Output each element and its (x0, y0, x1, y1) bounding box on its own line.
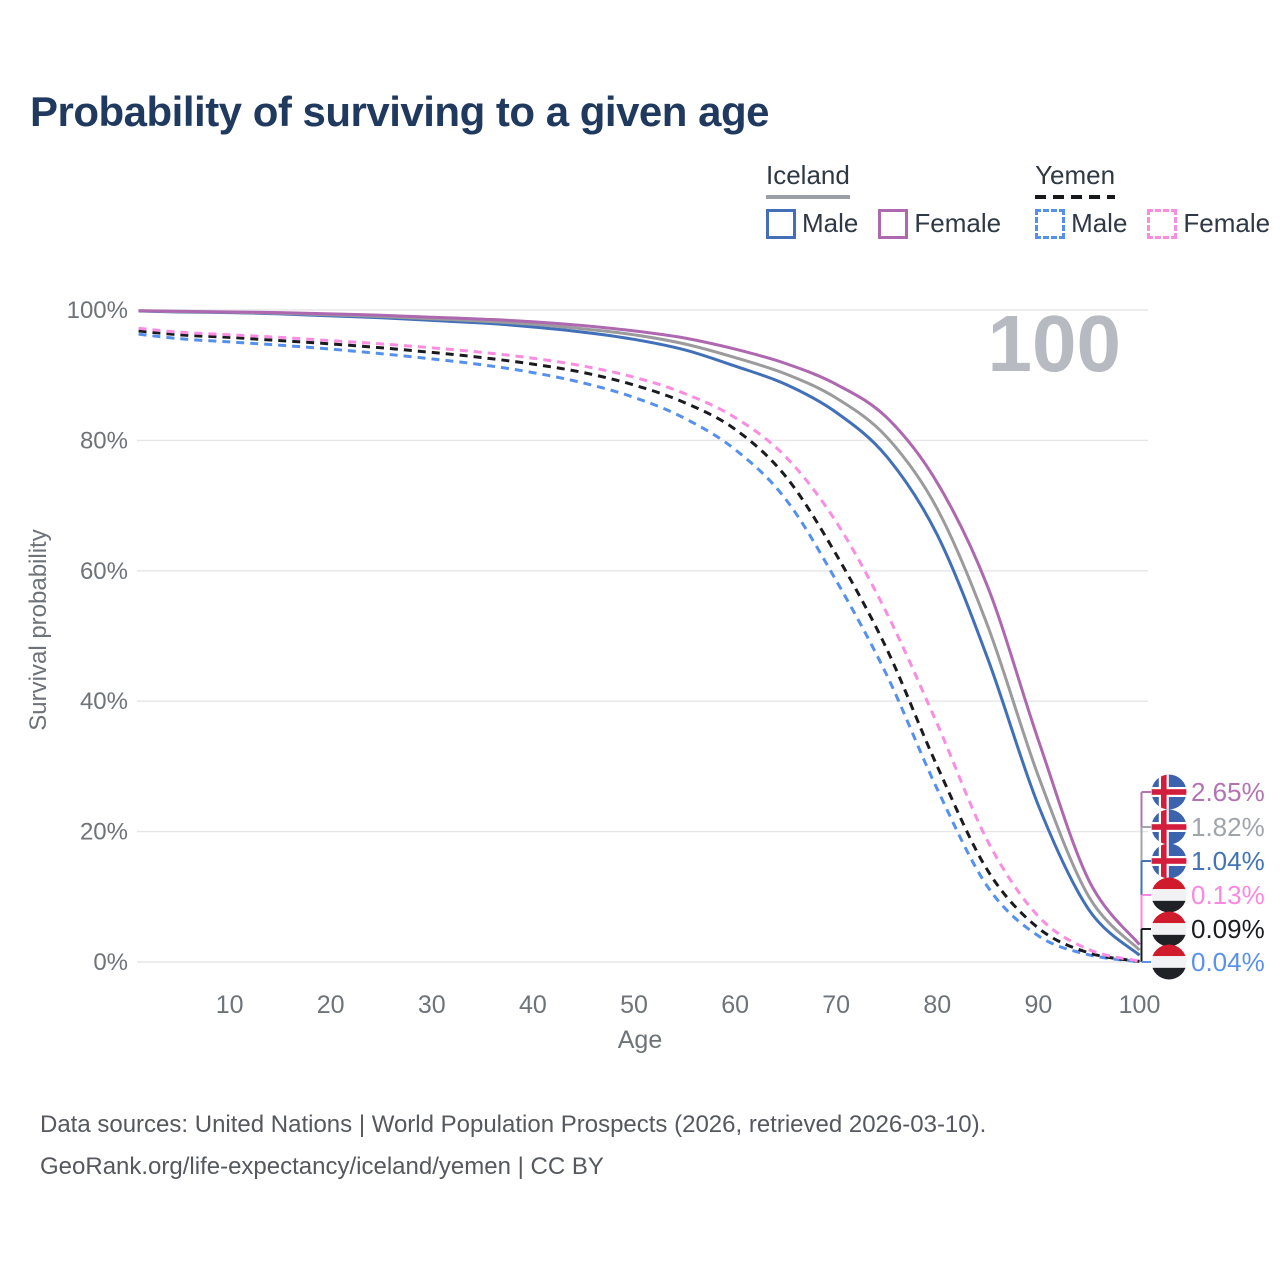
x-tick-label-90: 90 (1024, 991, 1052, 1019)
legend-swatch-iceland-male-icon (766, 208, 796, 239)
legend-label-yemen-female: Female (1183, 208, 1271, 238)
x-tick-label-40: 40 (519, 991, 547, 1019)
x-tick-label-30: 30 (418, 991, 446, 1019)
end-value-label-iceland-male: 1.04% (1191, 846, 1265, 876)
page-title: Probability of surviving to a given age (30, 88, 769, 135)
yemen-flag-icon (1151, 911, 1187, 947)
legend-label-iceland-female: Female (914, 208, 1002, 238)
end-value-label-yemen-both: 0.09% (1191, 914, 1265, 944)
curve-yemen-male (138, 332, 1140, 964)
legend-underline-yemen-dashed (1035, 195, 1116, 199)
end-value-label-yemen-male: 0.04% (1191, 947, 1265, 977)
legend: Iceland Male Female Yemen (766, 160, 1270, 239)
legend-item-yemen-male[interactable]: Male (1035, 208, 1127, 239)
age-counter: 100 (988, 299, 1121, 388)
y-tick-label-20: 20% (80, 819, 128, 846)
y-tick-label-80: 80% (80, 427, 128, 454)
x-tick-label-80: 80 (923, 991, 951, 1019)
x-tick-label-70: 70 (822, 991, 850, 1019)
legend-group-iceland: Iceland Male Female (766, 160, 1001, 239)
y-tick-label-0: 0% (93, 949, 128, 976)
curve-iceland-female (138, 309, 1141, 946)
y-tick-label-100: 100% (67, 297, 128, 324)
iceland-flag-icon (1151, 843, 1187, 879)
legend-item-iceland-female[interactable]: Female (878, 208, 1001, 239)
footer: Data sources: United Nations | World Pop… (40, 1104, 986, 1188)
legend-underline-iceland-solid (766, 195, 850, 199)
legend-label-iceland-male: Male (802, 208, 859, 238)
attribution-text: GeoRank.org/life-expectancy/iceland/yeme… (40, 1153, 604, 1180)
legend-swatch-yemen-male-icon (1035, 208, 1066, 239)
iceland-flag-icon (1151, 774, 1187, 810)
end-value-label-iceland-female: 2.65% (1191, 777, 1265, 807)
legend-label-yemen-male: Male (1071, 208, 1128, 238)
y-axis-title: Survival probability (25, 529, 52, 730)
legend-country-yemen: Yemen (1035, 160, 1116, 190)
legend-country-iceland: Iceland (766, 160, 850, 190)
legend-item-iceland-male[interactable]: Male (766, 208, 858, 239)
yemen-flag-icon (1151, 877, 1187, 913)
x-tick-label-50: 50 (620, 991, 648, 1019)
curve-iceland-both (138, 309, 1141, 952)
legend-item-yemen-female[interactable]: Female (1147, 208, 1270, 239)
x-axis-title: Age (618, 1026, 662, 1054)
end-value-label-yemen-female: 0.13% (1191, 880, 1265, 910)
y-tick-label-60: 60% (80, 558, 128, 585)
legend-group-yemen: Yemen Male Female (1035, 160, 1270, 239)
end-value-label-iceland-both: 1.82% (1191, 812, 1265, 842)
iceland-flag-icon (1151, 809, 1187, 845)
x-tick-label-60: 60 (721, 991, 749, 1019)
x-tick-label-100: 100 (1119, 991, 1161, 1019)
x-tick-label-20: 20 (317, 991, 345, 1019)
curve-yemen-both (138, 329, 1140, 963)
yemen-flag-icon (1151, 944, 1187, 980)
data-sources-text: Data sources: United Nations | World Pop… (40, 1111, 987, 1138)
y-tick-label-40: 40% (80, 688, 128, 715)
curve-yemen-female (138, 326, 1140, 963)
legend-swatch-iceland-female-icon (878, 208, 909, 239)
legend-swatch-yemen-female-icon (1147, 208, 1178, 239)
x-tick-label-10: 10 (216, 991, 244, 1019)
